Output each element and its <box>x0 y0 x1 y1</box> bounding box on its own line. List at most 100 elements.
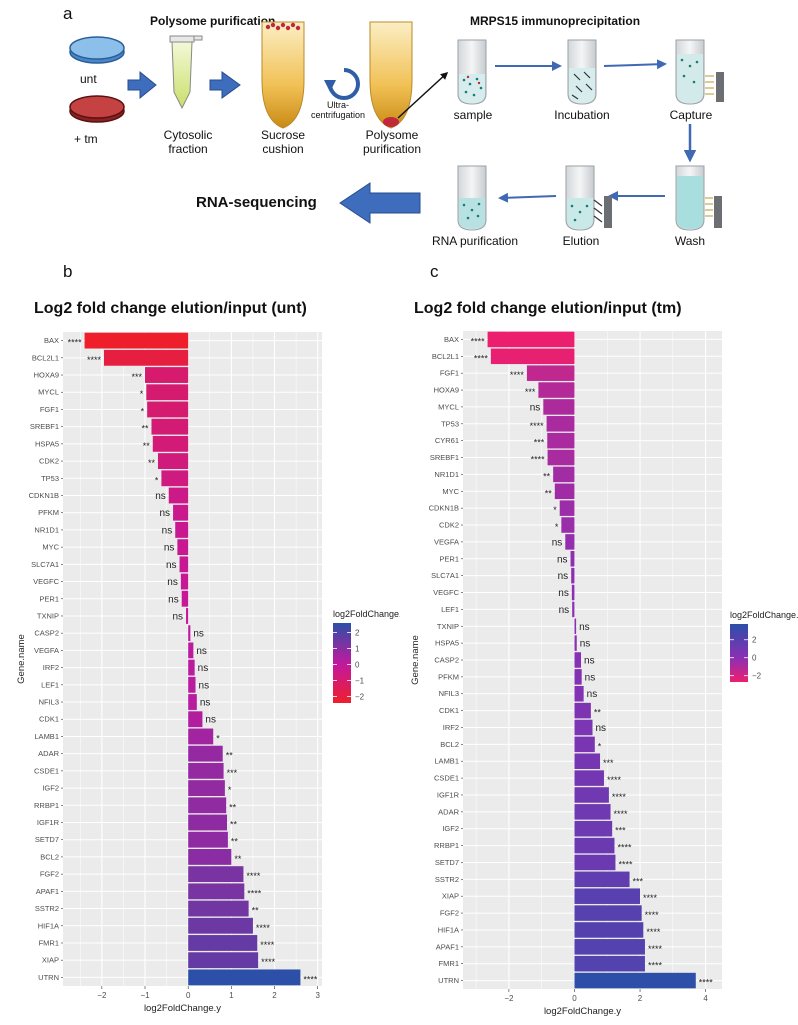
x-axis-title: log2FoldChange.y <box>144 1003 221 1014</box>
bar-fmr1 <box>188 935 258 951</box>
significance-label: ** <box>141 424 149 434</box>
bar-fgf2 <box>574 905 642 921</box>
y-tick-label: SLC7A1 <box>431 571 459 580</box>
bar-fgf2 <box>188 866 244 883</box>
bar-cdkn1b <box>559 500 575 516</box>
elution-tube-icon <box>565 165 612 231</box>
significance-label: ns <box>162 525 173 536</box>
bar-apaf1 <box>188 883 245 900</box>
y-tick-label: RRBP1 <box>34 801 59 810</box>
significance-label: ** <box>148 458 156 468</box>
significance-label: ns <box>198 663 209 674</box>
bar-hif1a <box>574 922 644 938</box>
bar-rrbp1 <box>574 837 615 854</box>
bar-nr1d1 <box>175 522 189 538</box>
significance-label: * <box>216 733 220 743</box>
y-tick-label: VEGFA <box>434 537 459 546</box>
y-tick-label: CDKN1B <box>29 491 59 500</box>
significance-label: ns <box>584 656 595 667</box>
bar-tp53 <box>161 470 189 487</box>
significance-label: **** <box>246 871 261 881</box>
significance-label: ** <box>543 471 551 481</box>
bar-hspa5 <box>574 635 577 651</box>
legend-tick-label: 1 <box>355 645 360 654</box>
significance-label: **** <box>643 893 658 903</box>
y-tick-label: CDK2 <box>439 521 459 530</box>
panel-a-letter: a <box>63 4 73 23</box>
label-unt: unt <box>80 72 97 86</box>
y-tick-label: CDK2 <box>39 457 59 466</box>
bar-cdkn1b <box>168 487 189 504</box>
legend-tick-label: −1 <box>355 677 365 686</box>
y-tick-label: MYC <box>442 487 459 496</box>
bar-txnip <box>574 618 577 635</box>
significance-label: *** <box>132 372 143 382</box>
y-tick-label: CDKN1B <box>429 504 459 513</box>
significance-label: * <box>228 785 232 795</box>
significance-label: ns <box>166 560 177 571</box>
cytosolic-tube-icon <box>169 35 203 110</box>
y-tick-label: MYCL <box>38 388 59 397</box>
significance-label: **** <box>471 336 486 346</box>
x-tick-label: 0 <box>572 994 577 1003</box>
bar-cyr61 <box>547 432 575 449</box>
significance-label: **** <box>531 455 546 465</box>
y-tick-label: CSDE1 <box>34 766 59 775</box>
significance-label: ** <box>234 854 242 864</box>
significance-label: ns <box>552 537 563 548</box>
y-tick-label: MYC <box>42 543 59 552</box>
significance-label: ns <box>199 680 210 691</box>
significance-label: * <box>141 406 145 416</box>
block-arrow-1 <box>127 70 157 100</box>
significance-label: ** <box>226 751 234 761</box>
x-tick-label: −2 <box>97 991 107 1000</box>
significance-label: **** <box>247 888 262 898</box>
significance-label: ns <box>558 588 569 599</box>
y-tick-label: SSTR2 <box>435 875 459 884</box>
significance-label: ns <box>205 715 216 726</box>
significance-label: ** <box>231 837 239 847</box>
bar-igf2 <box>574 820 613 837</box>
y-tick-label: IRF2 <box>443 723 459 732</box>
chart-c-title: Log2 fold change elution/input (tm) <box>414 300 682 317</box>
incubation-tube-icon <box>567 39 597 105</box>
bar-mycl <box>146 384 189 401</box>
bar-slc7a1 <box>179 556 189 573</box>
y-tick-label: FGF2 <box>40 870 59 879</box>
y-tick-label: UTRN <box>438 976 459 985</box>
significance-label: ns <box>164 543 175 554</box>
bar-xiap <box>188 952 259 969</box>
bar-vegfa <box>565 534 575 550</box>
significance-label: *** <box>615 826 626 836</box>
significance-label: **** <box>648 961 663 971</box>
y-tick-label: CYR61 <box>435 436 459 445</box>
significance-label: ** <box>545 488 553 498</box>
y-tick-label: IGF1R <box>437 790 460 799</box>
y-tick-label: SSTR2 <box>35 904 59 913</box>
significance-label: ns <box>155 491 166 502</box>
y-tick-label: TXNIP <box>37 611 59 620</box>
y-tick-label: FGF1 <box>40 405 59 414</box>
significance-label: * <box>553 505 557 515</box>
y-tick-label: MYCL <box>438 402 459 411</box>
sample-tube-icon <box>457 39 487 105</box>
chart-tm: BAX ****BCL2L1 ****FGF1 ****HOXA9 ***MYCL nsT… <box>410 331 798 1017</box>
bar-fgf1 <box>526 365 575 381</box>
x-tick-label: 4 <box>703 994 708 1003</box>
bar-sstr2 <box>188 900 249 917</box>
significance-label: ** <box>229 802 237 812</box>
bar-irf2 <box>188 659 195 676</box>
label-cytosolic: Cytosolic fraction <box>163 128 213 156</box>
bar-adar <box>188 745 223 762</box>
petri-dish-tm-icon <box>69 95 125 123</box>
bar-hspa5 <box>152 435 189 452</box>
bar-hoxa9 <box>538 382 575 398</box>
bar-setd7 <box>188 831 228 848</box>
legend-color-bar <box>730 624 748 682</box>
bar-xiap <box>574 888 641 904</box>
significance-label: **** <box>87 355 102 365</box>
y-tick-label: VEGFC <box>33 577 59 586</box>
label-sucrose: Sucrose cushion <box>260 128 306 156</box>
significance-label: **** <box>68 338 83 348</box>
bar-adar <box>574 804 611 820</box>
